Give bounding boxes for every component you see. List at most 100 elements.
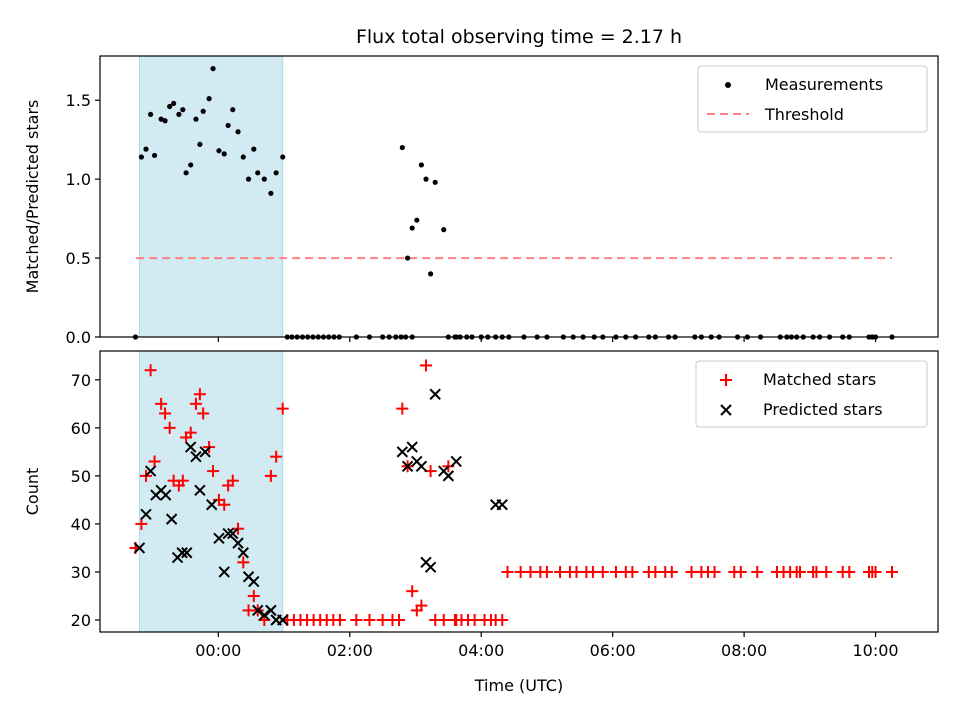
predicted-stars-point — [133, 542, 146, 554]
matched-stars-point — [496, 613, 509, 626]
y-tick-label: 30 — [71, 563, 91, 582]
counts-legend: Matched stars Predicted stars — [695, 360, 928, 428]
predicted-stars-point — [424, 561, 437, 573]
predicted-stars-point — [442, 470, 455, 482]
y-tick-label: 70 — [71, 371, 91, 390]
matched-stars-point — [197, 407, 210, 420]
counts-legend-box — [695, 360, 928, 428]
matched-stars-point — [751, 565, 764, 578]
predicted-stars-point — [252, 604, 264, 617]
predicted-stars-point — [496, 499, 508, 511]
measurement-point — [245, 176, 252, 182]
matched-stars-point — [437, 613, 450, 626]
predicted-stars-point — [237, 547, 249, 559]
measurement-point — [255, 170, 261, 176]
matched-stars-point — [820, 565, 833, 578]
x-tick-label: 06:00 — [590, 641, 636, 660]
matched-stars-point — [485, 613, 498, 626]
legend-measurements-marker — [725, 82, 731, 88]
matched-stars-point — [793, 565, 806, 578]
counts-y-label: Count — [23, 468, 42, 516]
matched-stars-point — [148, 455, 161, 468]
measurement-point — [409, 225, 415, 231]
chart-title: Flux total observing time = 2.17 h — [356, 26, 682, 48]
measurement-point — [171, 100, 177, 106]
matched-stars-point — [363, 613, 376, 626]
matched-stars-point — [144, 364, 157, 377]
predicted-stars-point — [248, 575, 260, 588]
legend-measurements-label: Measurements — [765, 75, 883, 94]
x-tick-label: 04:00 — [458, 641, 504, 660]
ratio-axes-frame — [99, 55, 939, 338]
measurement-point — [138, 154, 145, 160]
legend-predicted-label: Predicted stars — [763, 400, 883, 419]
predicted-stars-point — [415, 460, 428, 472]
measurement-point — [216, 148, 222, 154]
measurement-point — [225, 122, 231, 129]
measurement-point — [273, 170, 279, 176]
matched-stars-point — [247, 589, 260, 602]
counts-panel: 20 30 40 50 60 70 00:00 02:00 04:00 06:00 08:00 10… — [23, 350, 939, 695]
counts-y-ticks: 20 30 40 50 60 70 — [71, 371, 100, 630]
matched-stars-point — [264, 469, 277, 482]
predicted-stars-point — [258, 609, 271, 621]
matched-stars-point — [135, 517, 148, 530]
measurement-point — [180, 107, 186, 113]
x-tick-label: 10:00 — [853, 641, 899, 660]
predicted-stars-point — [450, 455, 462, 468]
x-tick-label: 02:00 — [327, 641, 373, 660]
measurement-point — [418, 162, 424, 168]
predicted-stars-point — [265, 604, 277, 617]
measurement-point — [240, 154, 246, 160]
x-tick-label: 00:00 — [195, 641, 241, 660]
measurement-point — [188, 162, 194, 168]
predicted-stars-point — [232, 537, 244, 549]
measurement-point — [432, 179, 438, 185]
legend-threshold-label: Threshold — [764, 105, 844, 124]
measurement-point — [423, 176, 429, 182]
predicted-stars-point — [190, 450, 202, 463]
measurement-point — [200, 108, 206, 114]
measurement-point — [441, 227, 447, 233]
y-tick-label: 0.5 — [66, 249, 91, 268]
measurement-point — [414, 217, 420, 223]
measurement-point — [167, 103, 173, 110]
legend-predicted-marker — [720, 404, 732, 416]
predicted-stars-point — [194, 484, 206, 497]
y-tick-label: 20 — [71, 611, 91, 630]
predicted-stars-point — [184, 441, 197, 453]
measurement-point — [193, 116, 199, 122]
legend-matched-label: Matched stars — [763, 370, 876, 389]
predicted-stars-point — [222, 527, 234, 540]
matched-stars-point — [424, 465, 437, 478]
matched-stars-point — [596, 565, 609, 578]
measurement-point — [162, 118, 168, 124]
measurement-point — [206, 96, 212, 102]
measurement-point — [197, 141, 203, 148]
matched-stars-point — [869, 565, 882, 578]
counts-marks — [129, 359, 898, 626]
matched-stars-point — [333, 613, 346, 626]
predicted-stars-point — [218, 566, 230, 578]
predicted-stars-point — [176, 547, 188, 559]
predicted-stars-point — [401, 460, 414, 472]
measurement-point — [183, 170, 189, 176]
matched-stars-point — [626, 565, 639, 578]
predicted-stars-point — [144, 465, 157, 477]
predicted-stars-point — [140, 508, 152, 521]
predicted-stars-point — [181, 547, 193, 559]
measurement-point — [399, 144, 405, 151]
measurement-point — [221, 151, 227, 157]
y-tick-label: 1.0 — [66, 170, 91, 189]
matched-stars-point — [415, 599, 428, 612]
matched-stars-point — [159, 407, 172, 420]
measurement-point — [158, 116, 164, 122]
matched-stars-point — [350, 613, 363, 626]
matched-stars-point — [193, 388, 206, 401]
matched-stars-point — [276, 402, 289, 415]
legend-matched-marker — [720, 374, 732, 386]
ratio-legend-box — [697, 65, 928, 133]
measurement-point — [404, 255, 411, 261]
y-tick-label: 40 — [71, 515, 91, 534]
matched-stars-point — [708, 565, 721, 578]
